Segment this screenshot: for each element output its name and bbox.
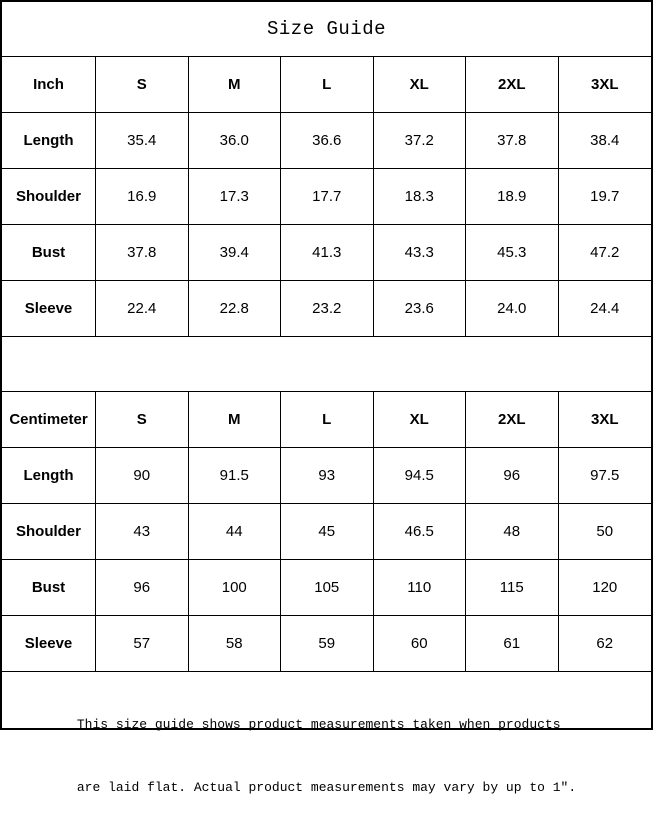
size-value-cell: 62 xyxy=(558,616,651,672)
size-value-cell: 39.4 xyxy=(188,225,281,281)
size-value-cell: 17.3 xyxy=(188,169,281,225)
size-value-cell: 22.8 xyxy=(188,281,281,337)
size-value-cell: 17.7 xyxy=(281,169,374,225)
column-header-xl: XL xyxy=(373,392,466,448)
size-value-cell: 45 xyxy=(281,504,374,560)
row-label-length: Length xyxy=(2,448,96,504)
row-label-bust: Bust xyxy=(2,225,96,281)
size-value-cell: 57 xyxy=(96,616,189,672)
size-value-cell: 105 xyxy=(281,560,374,616)
column-header-l: L xyxy=(281,392,374,448)
column-header-s: S xyxy=(96,392,189,448)
row-label-sleeve: Sleeve xyxy=(2,616,96,672)
footer-note-line2: are laid flat. Actual product measuremen… xyxy=(76,780,577,795)
size-value-cell: 38.4 xyxy=(558,113,651,169)
row-label-bust: Bust xyxy=(2,560,96,616)
size-value-cell: 35.4 xyxy=(96,113,189,169)
size-value-cell: 61 xyxy=(466,616,559,672)
size-guide-panel: Size Guide Inch S M L XL 2XL 3XL Length … xyxy=(0,0,653,795)
size-value-cell: 50 xyxy=(558,504,651,560)
size-value-cell: 60 xyxy=(373,616,466,672)
size-value-cell: 24.0 xyxy=(466,281,559,337)
size-value-cell: 43.3 xyxy=(373,225,466,281)
size-value-cell: 58 xyxy=(188,616,281,672)
size-value-cell: 48 xyxy=(466,504,559,560)
size-value-cell: 16.9 xyxy=(96,169,189,225)
size-value-cell: 97.5 xyxy=(558,448,651,504)
size-value-cell: 96 xyxy=(96,560,189,616)
row-label-sleeve: Sleeve xyxy=(2,281,96,337)
size-value-cell: 22.4 xyxy=(96,281,189,337)
size-value-cell: 46.5 xyxy=(373,504,466,560)
size-value-cell: 93 xyxy=(281,448,374,504)
size-value-cell: 90 xyxy=(96,448,189,504)
size-value-cell: 18.9 xyxy=(466,169,559,225)
size-value-cell: 45.3 xyxy=(466,225,559,281)
size-value-cell: 37.8 xyxy=(466,113,559,169)
column-header-l: L xyxy=(281,57,374,113)
column-header-m: M xyxy=(188,57,281,113)
column-header-2xl: 2XL xyxy=(466,57,559,113)
column-header-3xl: 3XL xyxy=(558,392,651,448)
row-label-shoulder: Shoulder xyxy=(2,169,96,225)
table-spacer xyxy=(2,337,651,392)
size-value-cell: 23.6 xyxy=(373,281,466,337)
page-title: Size Guide xyxy=(2,2,651,57)
column-header-m: M xyxy=(188,392,281,448)
size-value-cell: 41.3 xyxy=(281,225,374,281)
row-label-shoulder: Shoulder xyxy=(2,504,96,560)
size-value-cell: 94.5 xyxy=(373,448,466,504)
size-value-cell: 23.2 xyxy=(281,281,374,337)
size-value-cell: 43 xyxy=(96,504,189,560)
column-header-3xl: 3XL xyxy=(558,57,651,113)
size-value-cell: 37.8 xyxy=(96,225,189,281)
size-value-cell: 47.2 xyxy=(558,225,651,281)
size-value-cell: 120 xyxy=(558,560,651,616)
size-value-cell: 91.5 xyxy=(188,448,281,504)
size-value-cell: 24.4 xyxy=(558,281,651,337)
size-value-cell: 44 xyxy=(188,504,281,560)
size-value-cell: 18.3 xyxy=(373,169,466,225)
size-value-cell: 59 xyxy=(281,616,374,672)
size-value-cell: 110 xyxy=(373,560,466,616)
column-header-xl: XL xyxy=(373,57,466,113)
footer-note-line1: This size guide shows product measuremen… xyxy=(76,717,561,732)
inch-unit-header: Inch xyxy=(2,57,96,113)
size-value-cell: 37.2 xyxy=(373,113,466,169)
size-value-cell: 100 xyxy=(188,560,281,616)
centimeter-unit-header: Centimeter xyxy=(2,392,96,448)
footer-note-text: This size guide shows product measuremen… xyxy=(77,672,576,840)
column-header-s: S xyxy=(96,57,189,113)
size-value-cell: 96 xyxy=(466,448,559,504)
column-header-2xl: 2XL xyxy=(466,392,559,448)
size-value-cell: 36.0 xyxy=(188,113,281,169)
row-label-length: Length xyxy=(2,113,96,169)
footer-note: This size guide shows product measuremen… xyxy=(2,672,651,840)
size-value-cell: 115 xyxy=(466,560,559,616)
size-value-cell: 36.6 xyxy=(281,113,374,169)
size-value-cell: 19.7 xyxy=(558,169,651,225)
